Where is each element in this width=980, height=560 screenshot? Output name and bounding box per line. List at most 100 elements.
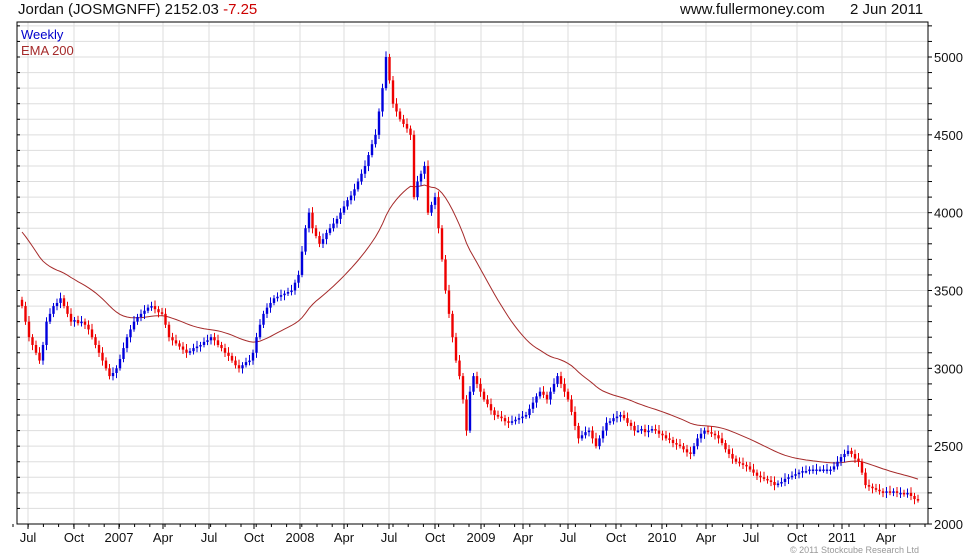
candle-up <box>423 165 426 174</box>
candle-down <box>398 111 402 120</box>
candle-up <box>300 251 304 275</box>
candle-down <box>542 391 545 395</box>
x-tick-label: Oct <box>425 530 446 545</box>
candle-up <box>780 481 783 484</box>
candle-down <box>237 365 241 369</box>
candle-up <box>468 391 472 431</box>
candle-up <box>332 223 335 229</box>
candle-up <box>647 430 650 433</box>
candle-down <box>633 425 636 431</box>
candle-down <box>174 340 178 344</box>
candle-down <box>668 438 671 440</box>
candle-down <box>440 228 444 260</box>
candle-down <box>461 376 465 400</box>
candle-up <box>48 313 52 322</box>
candle-down <box>402 119 405 124</box>
candle-down <box>566 391 570 400</box>
candle-up <box>111 373 115 377</box>
candle-up <box>580 435 584 439</box>
candle-up <box>265 307 269 314</box>
candle-down <box>689 452 692 454</box>
candle-up <box>419 173 423 182</box>
candle-down <box>69 313 73 322</box>
candle-up <box>356 181 360 190</box>
y-tick-label: 2000 <box>934 517 963 532</box>
x-tick-label: Oct <box>606 530 627 545</box>
candle-up <box>636 430 640 433</box>
candle-down <box>493 410 496 416</box>
candle-up <box>321 239 325 244</box>
candle-up <box>787 477 790 479</box>
candle-down <box>90 329 94 338</box>
candle-down <box>437 197 440 229</box>
candle-up <box>41 344 45 361</box>
candle-up <box>776 483 780 486</box>
candle-down <box>101 352 104 361</box>
website-link[interactable]: www.fullermoney.com <box>680 1 825 18</box>
candle-up <box>818 469 822 472</box>
candle-up <box>122 348 125 359</box>
candle-down <box>573 411 577 426</box>
candle-up <box>272 298 276 303</box>
candle-up <box>549 391 552 400</box>
candle-down <box>311 212 314 229</box>
candle-down <box>24 306 27 322</box>
candle-up <box>514 419 517 422</box>
candle-down <box>857 458 860 462</box>
candle-down <box>31 337 34 345</box>
candle-up <box>199 344 202 347</box>
candle-down <box>727 449 731 454</box>
candle-up <box>892 491 895 493</box>
candle-down <box>738 461 741 464</box>
candle-down <box>860 461 864 473</box>
candle-down <box>745 464 748 467</box>
candle-up <box>612 418 615 422</box>
ema-line <box>21 184 919 480</box>
candle-up <box>241 365 244 369</box>
candle-down <box>769 480 773 482</box>
candle-down <box>444 259 447 291</box>
candle-up <box>328 228 332 233</box>
candle-up <box>129 329 132 338</box>
candle-up <box>192 348 195 352</box>
candle-up <box>692 446 696 454</box>
candle-down <box>230 355 234 361</box>
price-change: -7.25 <box>223 1 258 18</box>
candle-up <box>248 360 251 363</box>
candle-down <box>710 432 713 434</box>
x-tick-label: Oct <box>244 530 265 545</box>
candle-down <box>20 299 24 307</box>
copyright: © 2011 Stockcube Research Ltd <box>790 545 920 555</box>
candle-up <box>696 438 699 447</box>
candle-down <box>559 376 563 384</box>
candle-down <box>87 324 90 330</box>
candle-up <box>258 324 262 338</box>
candle-up <box>699 433 703 439</box>
candle-up <box>822 469 825 472</box>
candle-down <box>318 236 321 244</box>
candle-up <box>363 165 367 174</box>
candle-up <box>335 218 339 224</box>
candle-up <box>367 155 370 166</box>
x-tick-label: Apr <box>696 530 717 545</box>
candle-down <box>629 422 633 426</box>
candle-down <box>671 439 675 444</box>
candle-up <box>783 478 787 482</box>
candle-down <box>395 103 398 112</box>
candle-down <box>594 438 598 447</box>
candle-up <box>195 346 199 349</box>
candle-down <box>451 313 454 338</box>
candle-up <box>416 181 419 198</box>
candle-down <box>741 463 745 465</box>
candle-down <box>412 134 416 198</box>
legend-ema: EMA 200 <box>21 43 74 58</box>
candle-up <box>605 422 608 431</box>
candle-down <box>871 486 874 489</box>
candle-down <box>577 425 580 439</box>
candle-up <box>45 321 48 345</box>
candle-up <box>829 469 832 472</box>
candle-down <box>227 352 230 356</box>
candle-up <box>304 228 307 252</box>
candle-up <box>286 292 290 294</box>
candle-down <box>479 383 482 392</box>
